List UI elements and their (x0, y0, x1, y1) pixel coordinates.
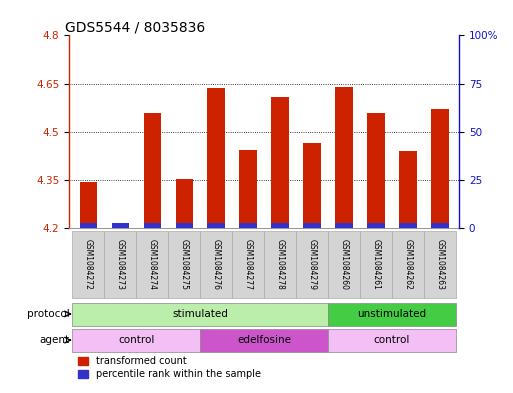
Bar (240, 222, 257, 228)
Bar (144, 112, 161, 228)
Text: control: control (118, 335, 154, 345)
Text: GSM1084262: GSM1084262 (404, 239, 412, 290)
FancyBboxPatch shape (168, 231, 200, 298)
FancyBboxPatch shape (328, 303, 456, 326)
Bar (399, 222, 417, 228)
Bar (207, 222, 225, 228)
Text: GDS5544 / 8035836: GDS5544 / 8035836 (65, 20, 206, 34)
Text: GSM1084273: GSM1084273 (116, 239, 125, 290)
Text: agent: agent (40, 335, 70, 345)
FancyBboxPatch shape (200, 329, 328, 352)
Bar (112, 224, 129, 228)
Bar (399, 151, 417, 228)
Text: GSM1084276: GSM1084276 (212, 239, 221, 290)
Bar (367, 112, 385, 228)
Bar (112, 222, 129, 228)
Bar (303, 222, 321, 228)
Bar (431, 222, 449, 228)
Bar (271, 97, 289, 228)
Text: GSM1084274: GSM1084274 (148, 239, 157, 290)
Bar (80, 222, 97, 228)
Text: stimulated: stimulated (172, 309, 228, 319)
FancyBboxPatch shape (392, 231, 424, 298)
Bar (271, 222, 289, 228)
Bar (175, 178, 193, 228)
Text: control: control (374, 335, 410, 345)
Bar (336, 222, 353, 228)
FancyBboxPatch shape (328, 231, 360, 298)
Text: GSM1084275: GSM1084275 (180, 239, 189, 290)
Bar (175, 222, 193, 228)
Bar (240, 150, 257, 228)
Text: edelfosine: edelfosine (237, 335, 291, 345)
Bar (336, 87, 353, 228)
FancyBboxPatch shape (360, 231, 392, 298)
FancyBboxPatch shape (424, 231, 456, 298)
Text: GSM1084272: GSM1084272 (84, 239, 93, 290)
Text: GSM1084277: GSM1084277 (244, 239, 253, 290)
Text: GSM1084279: GSM1084279 (308, 239, 317, 290)
FancyBboxPatch shape (72, 329, 200, 352)
Text: unstimulated: unstimulated (358, 309, 427, 319)
FancyBboxPatch shape (200, 231, 232, 298)
Text: GSM1084260: GSM1084260 (340, 239, 349, 290)
FancyBboxPatch shape (328, 329, 456, 352)
FancyBboxPatch shape (232, 231, 264, 298)
Text: GSM1084278: GSM1084278 (275, 239, 285, 290)
FancyBboxPatch shape (296, 231, 328, 298)
Text: protocol: protocol (27, 309, 70, 319)
Bar (80, 182, 97, 228)
Bar (207, 88, 225, 228)
Bar (144, 222, 161, 228)
FancyBboxPatch shape (72, 231, 105, 298)
Bar (303, 143, 321, 228)
Bar (431, 109, 449, 228)
Text: GSM1084263: GSM1084263 (436, 239, 444, 290)
Bar (367, 222, 385, 228)
FancyBboxPatch shape (264, 231, 296, 298)
FancyBboxPatch shape (105, 231, 136, 298)
Legend: transformed count, percentile rank within the sample: transformed count, percentile rank withi… (78, 356, 261, 379)
FancyBboxPatch shape (136, 231, 168, 298)
FancyBboxPatch shape (72, 303, 328, 326)
Text: GSM1084261: GSM1084261 (371, 239, 381, 290)
